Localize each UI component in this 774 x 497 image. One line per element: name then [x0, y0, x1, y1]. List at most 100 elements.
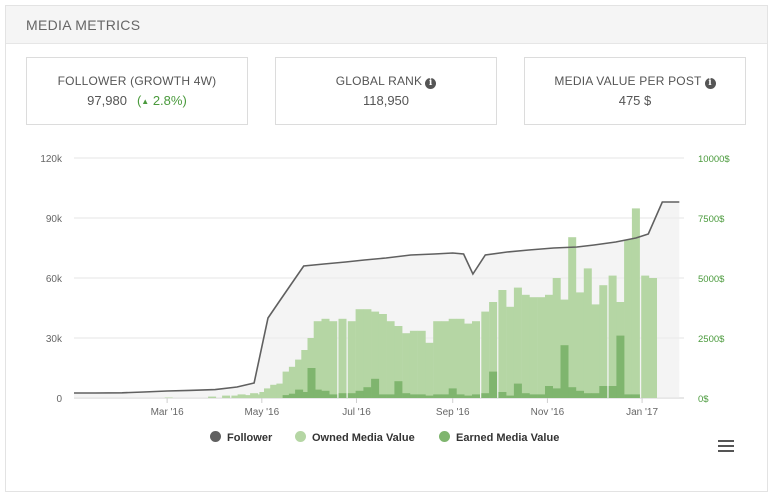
owned-media-bar	[552, 278, 561, 398]
earned-media-bar	[313, 389, 322, 398]
earned-media-bar	[363, 387, 372, 398]
earned-media-bar	[301, 392, 310, 398]
owned-media-bar	[448, 318, 457, 398]
owned-media-bar	[254, 394, 263, 398]
owned-media-bar	[288, 366, 297, 398]
earned-media-bar	[560, 345, 569, 398]
x-tick-label: Sep '16	[436, 407, 470, 418]
owned-media-bar	[608, 275, 617, 398]
earned-media-bar	[537, 394, 546, 398]
legend-dot-follower	[210, 431, 221, 442]
y-right-tick-label: 10000$	[698, 154, 730, 165]
owned-media-bar	[521, 294, 530, 398]
earned-media-bar	[583, 393, 592, 398]
kpi-media-value-card: MEDIA VALUE PER POST i 475 $	[524, 57, 746, 125]
owned-media-bar	[276, 383, 285, 398]
earned-media-bar	[568, 387, 577, 398]
earned-media-bar	[464, 395, 473, 398]
hamburger-menu-icon[interactable]	[718, 440, 734, 454]
owned-media-bar	[259, 392, 268, 398]
earned-media-bar	[386, 394, 395, 398]
owned-media-bar	[270, 384, 279, 398]
growth-value: 2.8%	[152, 93, 183, 108]
owned-media-bar	[409, 330, 418, 398]
earned-media-bar	[433, 394, 442, 398]
owned-media-bar	[641, 275, 650, 398]
x-tick-label: Nov '16	[531, 407, 565, 418]
panel-title: MEDIA METRICS	[26, 17, 141, 33]
owned-media-bar	[456, 318, 465, 398]
owned-media-bar	[513, 287, 522, 398]
owned-media-bar	[591, 304, 600, 398]
earned-media-bar	[417, 394, 426, 398]
earned-media-bar	[608, 386, 617, 398]
y-left-tick-label: 90k	[46, 214, 63, 225]
earned-media-bar	[481, 393, 490, 398]
earned-media-bar	[371, 378, 380, 398]
owned-media-bar	[363, 309, 372, 398]
legend-dot-owned	[295, 431, 306, 442]
owned-media-bar	[282, 371, 291, 398]
earned-media-bar	[307, 368, 316, 398]
kpi-global-rank-card: GLOBAL RANK i 118,950	[275, 57, 497, 125]
owned-media-bar	[250, 393, 259, 398]
legend-label-follower: Follower	[227, 432, 273, 444]
owned-media-bar	[295, 359, 304, 398]
earned-media-bar	[513, 383, 522, 398]
earned-media-bar	[347, 393, 356, 398]
legend-item-earned[interactable]: Earned Media Value	[439, 431, 559, 444]
kpi-follower-card: FOLLOWER (GROWTH 4W) 97,980 (▲ 2.8%)	[26, 57, 248, 125]
earned-media-bar	[355, 390, 364, 398]
earned-media-bar	[441, 394, 449, 398]
earned-media-bar	[425, 395, 434, 398]
owned-media-bar	[329, 321, 338, 398]
kpi-media-value-value: 475 $	[618, 93, 652, 108]
earned-media-bar	[378, 394, 387, 398]
y-right-tick-label: 5000$	[698, 274, 725, 285]
owned-media-bar	[321, 318, 330, 398]
owned-media-bar	[441, 321, 449, 398]
info-icon[interactable]: i	[425, 78, 437, 89]
kpi-follower-value: 97,980	[87, 93, 127, 108]
legend-dot-earned	[439, 431, 450, 442]
kpi-global-rank-label: GLOBAL RANK	[335, 74, 423, 88]
earned-media-bar	[472, 394, 480, 398]
owned-media-bar	[417, 330, 426, 398]
owned-media-bar	[631, 208, 640, 398]
owned-media-bar	[498, 290, 507, 398]
owned-media-bar	[355, 309, 364, 398]
x-tick-label: Mar '16	[151, 407, 184, 418]
earned-media-bar	[295, 389, 304, 398]
owned-media-bar	[649, 278, 657, 398]
owned-media-bar	[545, 294, 553, 398]
kpi-global-rank-label-row: GLOBAL RANK i	[276, 74, 496, 89]
owned-media-bar	[222, 395, 231, 398]
owned-media-bar	[624, 239, 633, 398]
y-right-tick-label: 2500$	[698, 334, 725, 345]
triangle-up-icon: ▲	[141, 97, 150, 106]
owned-media-bar	[529, 297, 538, 398]
kpi-media-value-label-row: MEDIA VALUE PER POST i	[525, 74, 745, 89]
owned-media-bar	[231, 395, 240, 398]
earned-media-bar	[288, 393, 297, 398]
owned-media-bar	[164, 397, 173, 398]
y-right-tick-label: 7500$	[698, 214, 725, 225]
owned-media-bar	[568, 237, 577, 398]
owned-media-bar	[237, 394, 246, 398]
owned-media-bar	[506, 306, 515, 398]
earned-media-bar	[282, 395, 291, 398]
x-tick-label: May '16	[244, 407, 279, 418]
owned-media-bar	[264, 388, 272, 398]
legend-item-owned[interactable]: Owned Media Value	[295, 431, 415, 444]
kpi-follower-label: FOLLOWER (GROWTH 4W)	[57, 74, 217, 88]
owned-media-bar	[481, 311, 490, 398]
owned-media-bar	[338, 318, 347, 398]
info-icon[interactable]: i	[704, 78, 716, 89]
y-left-tick-label: 120k	[40, 154, 63, 165]
growth-indicator: (▲ 2.8%)	[136, 93, 187, 108]
earned-media-bar	[616, 335, 625, 398]
legend-item-follower[interactable]: Follower	[210, 431, 272, 444]
legend-label-earned: Earned Media Value	[456, 432, 560, 444]
owned-media-bar	[347, 321, 356, 398]
